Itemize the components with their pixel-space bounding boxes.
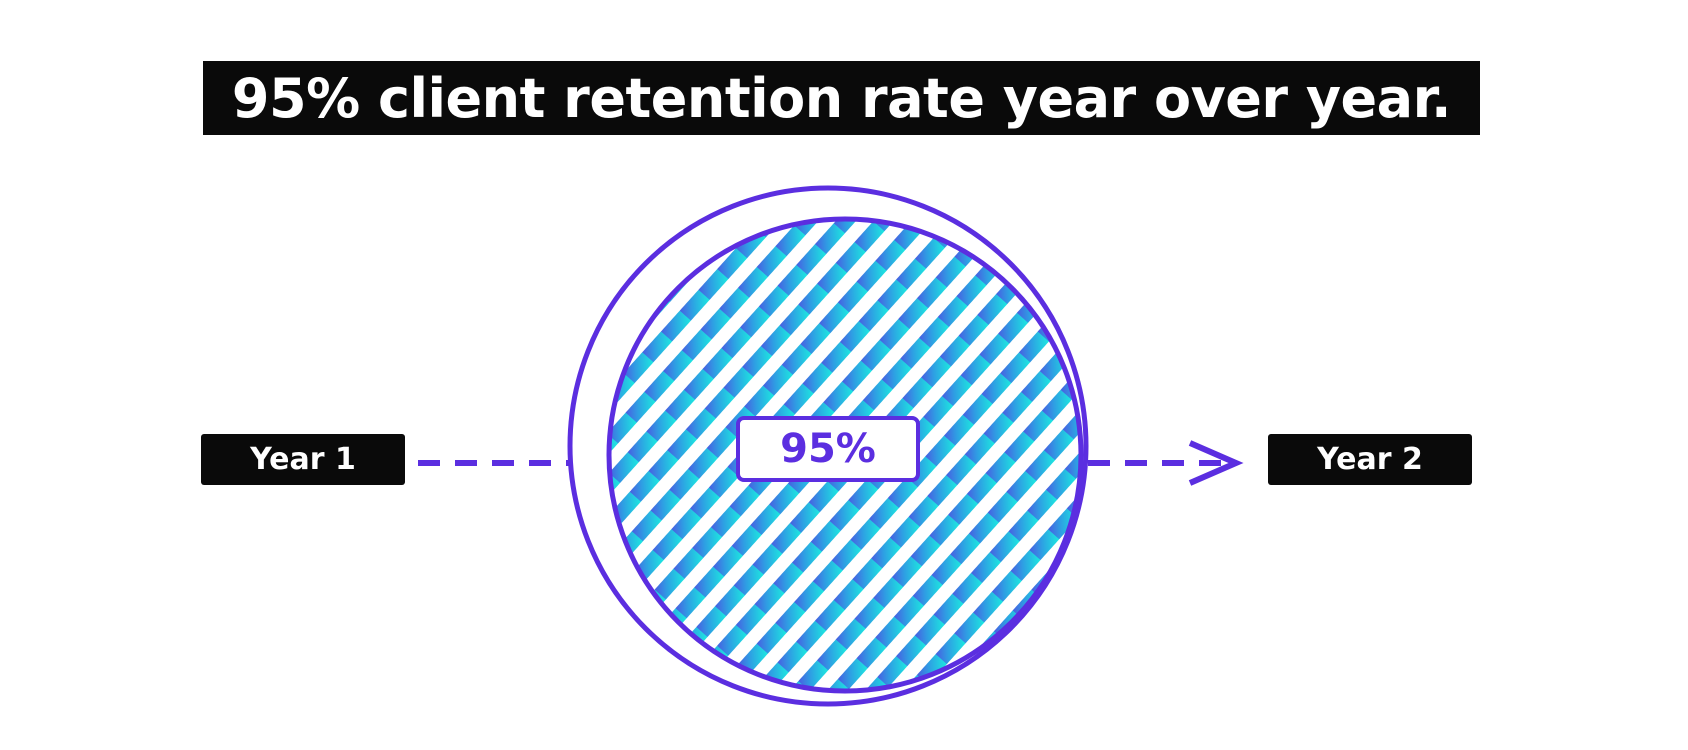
- year-2-tag: Year 2: [1268, 434, 1472, 485]
- arrow-head-icon: [1188, 440, 1244, 486]
- headline: 95% client retention rate year over year…: [203, 61, 1480, 135]
- year-2-label: Year 2: [1317, 442, 1423, 477]
- year-1-tag: Year 1: [201, 434, 405, 485]
- retention-percent-value: 95%: [780, 426, 876, 472]
- year-1-label: Year 1: [250, 442, 356, 477]
- retention-percent-badge: 95%: [736, 416, 920, 482]
- inner-ring: [606, 216, 1084, 694]
